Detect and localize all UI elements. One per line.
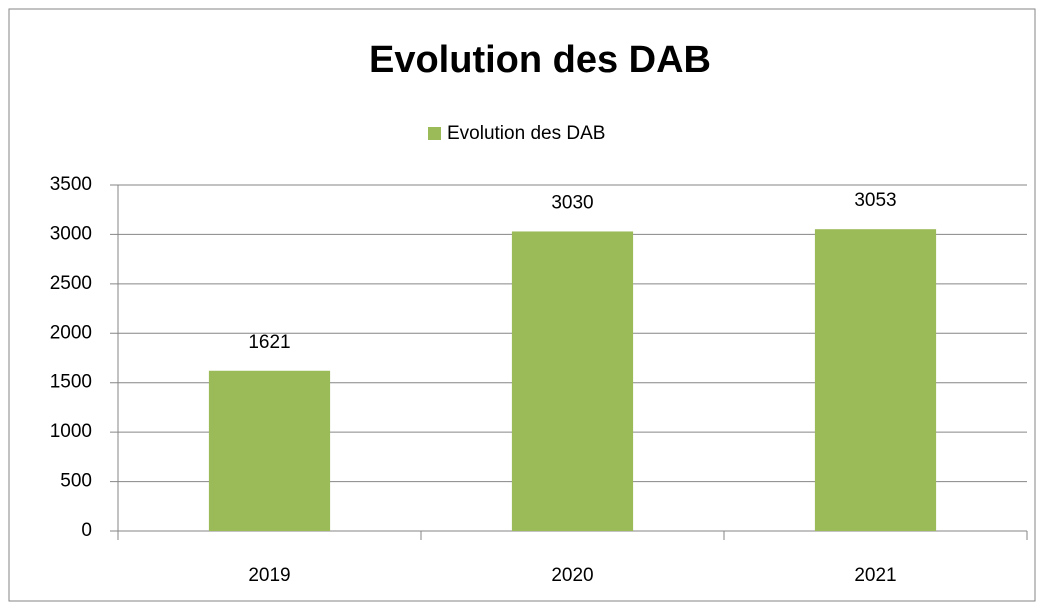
data-label: 3053 xyxy=(854,190,896,211)
y-tick-label: 3000 xyxy=(50,223,92,244)
legend-swatch xyxy=(428,127,441,140)
y-tick-label: 2000 xyxy=(50,322,92,343)
bar xyxy=(208,370,331,531)
y-tick-label: 3500 xyxy=(50,174,92,195)
y-tick-label: 2500 xyxy=(50,273,92,294)
data-label: 3030 xyxy=(551,192,593,213)
x-tick-label: 2019 xyxy=(248,565,290,586)
bar xyxy=(814,229,937,531)
y-tick-label: 500 xyxy=(60,471,92,492)
y-tick-label: 1500 xyxy=(50,372,92,393)
bar xyxy=(511,231,634,531)
x-tick-label: 2021 xyxy=(854,565,896,586)
chart-title: Evolution des DAB xyxy=(369,39,711,81)
data-label: 1621 xyxy=(248,332,290,353)
x-tick-label: 2020 xyxy=(551,565,593,586)
y-tick-label: 0 xyxy=(81,520,92,541)
y-tick-label: 1000 xyxy=(50,421,92,442)
legend-label: Evolution des DAB xyxy=(447,123,605,144)
